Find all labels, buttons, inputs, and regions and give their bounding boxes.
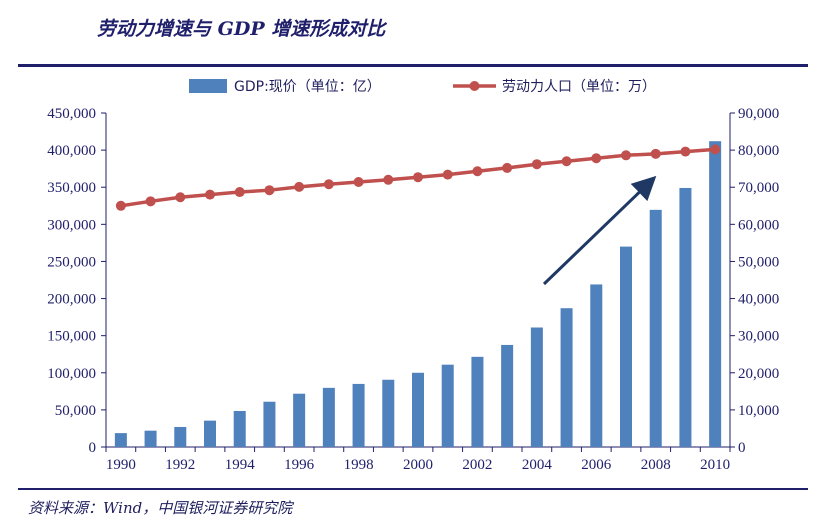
- left-tick-label: 150,000: [47, 329, 96, 345]
- labor-point: [650, 148, 661, 159]
- x-tick-label: 2000: [403, 457, 433, 473]
- left-tick-label: 50,000: [55, 403, 96, 419]
- legend-gdp-label: GDP:现价（单位：亿）: [234, 79, 381, 95]
- labor-point: [115, 200, 126, 211]
- gdp-bar: [412, 372, 424, 447]
- x-tick-label: 1996: [284, 457, 315, 473]
- left-tick-label: 400,000: [47, 143, 96, 159]
- labor-point: [472, 166, 483, 177]
- x-tick-label: 1998: [344, 457, 374, 473]
- labor-point: [323, 179, 334, 190]
- left-tick-label: 450,000: [47, 106, 96, 122]
- legend-labor-marker: [469, 81, 480, 91]
- top-rule: [18, 64, 808, 67]
- labor-point: [205, 189, 215, 200]
- source-note: 资料来源：Wind，中国银河证券研究院: [28, 499, 293, 517]
- x-tick-label: 2008: [641, 457, 671, 473]
- x-tick-label: 2010: [700, 457, 730, 473]
- labor-point: [502, 162, 513, 173]
- x-tick-label: 1990: [106, 457, 136, 473]
- x-tick-label: 2004: [522, 457, 553, 473]
- left-tick-label: 0: [89, 440, 97, 456]
- labor-point: [264, 185, 275, 196]
- gdp-bar: [144, 430, 157, 447]
- gdp-bar: [114, 433, 127, 447]
- gdp-bar: [590, 284, 603, 447]
- left-tick-label: 200,000: [47, 292, 96, 308]
- x-tick-label: 1992: [165, 457, 195, 473]
- labor-point: [234, 187, 245, 198]
- right-tick-label: 20,000: [738, 366, 779, 382]
- gdp-bar: [174, 426, 187, 447]
- gdp-bar: [441, 364, 454, 447]
- right-tick-label: 50,000: [738, 254, 779, 270]
- gdp-bar: [501, 344, 514, 447]
- labor-point: [531, 159, 542, 170]
- gdp-bar: [620, 246, 632, 447]
- left-tick-label: 300,000: [47, 217, 96, 233]
- gdp-bar: [679, 187, 692, 447]
- left-tick-label: 100,000: [47, 366, 96, 382]
- legend-gdp-swatch: [189, 79, 227, 93]
- x-tick-label: 1994: [225, 457, 256, 473]
- labor-point: [145, 196, 156, 207]
- labor-point: [591, 153, 602, 164]
- labor-point: [442, 169, 453, 180]
- x-tick-label: 2002: [462, 457, 492, 473]
- right-tick-label: 40,000: [738, 292, 779, 308]
- right-tick-label: 90,000: [738, 106, 779, 122]
- gdp-bar: [382, 379, 395, 447]
- gdp-bar: [352, 383, 365, 447]
- labor-point: [353, 177, 364, 188]
- bottom-rule: [18, 488, 808, 490]
- left-tick-label: 250,000: [47, 254, 96, 270]
- gdp-bar: [649, 209, 662, 447]
- legend-labor-label: 劳动力人口（单位：万）: [502, 79, 656, 95]
- labor-point: [383, 174, 394, 185]
- gdp-bar: [471, 356, 484, 447]
- gdp-bar: [293, 393, 306, 447]
- labor-point: [621, 150, 631, 161]
- left-tick-label: 350,000: [47, 180, 96, 196]
- chart-title: 劳动力增速与 GDP 增速形成对比: [97, 18, 386, 40]
- right-tick-label: 80,000: [738, 143, 779, 159]
- right-tick-label: 30,000: [738, 329, 779, 345]
- gdp-bar: [233, 411, 246, 447]
- gdp-bar: [709, 141, 722, 447]
- gdp-bar: [322, 387, 335, 447]
- gdp-bar: [204, 420, 216, 447]
- labor-point: [294, 181, 305, 192]
- labor-point: [710, 144, 721, 155]
- right-tick-label: 10,000: [738, 403, 779, 419]
- labor-point: [175, 192, 186, 203]
- right-tick-label: 60,000: [738, 217, 779, 233]
- labor-point: [413, 172, 423, 183]
- labor-point: [561, 156, 572, 167]
- right-tick-label: 0: [738, 440, 746, 456]
- gdp-bar: [530, 327, 543, 447]
- gdp-bar: [263, 401, 276, 447]
- trend-arrow: [542, 175, 657, 286]
- right-tick-label: 70,000: [738, 180, 779, 196]
- gdp-bar: [560, 308, 573, 447]
- x-tick-label: 2006: [581, 457, 612, 473]
- labor-point: [680, 146, 691, 157]
